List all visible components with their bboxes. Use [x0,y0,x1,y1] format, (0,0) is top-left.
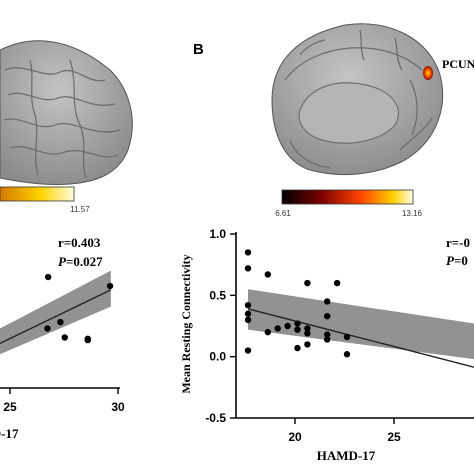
chart-b-point [294,320,301,327]
chart-b-x-tick-label: 20 [288,430,302,444]
colorbar-b-max: 13.16 [402,209,423,218]
chart-a-point [44,325,51,332]
colorbar-b [281,189,414,205]
chart-b-point [343,333,351,341]
brain-medial-view [271,23,444,176]
chart-b-point [324,298,331,305]
chart-b-ci-band [248,289,474,360]
chart-a-ci-band [0,270,111,355]
chart-b-point [244,301,252,309]
chart-b-y-tick-label: 1.0 [209,227,226,241]
chart-b-point [264,271,271,278]
roi-label: PCUN [442,57,474,71]
chart-b-x-label: HAMD-17 [317,448,376,463]
chart-b-point [264,328,271,336]
chart-b-y-tick-label: -0.5 [205,411,226,425]
chart-b-point [294,326,301,333]
chart-b-point [333,279,341,287]
chart-b-point [304,325,311,332]
panel-b-label: B [193,41,204,58]
brain-lateral-view [0,40,133,186]
chart-b-point [244,316,252,324]
chart-b-point [294,344,301,352]
chart-b-point [324,312,331,320]
chart-a-point [57,318,64,326]
chart-a-x-label: HAMD-17 [0,426,19,441]
chart-a: 25 30 r=0.403 P=0.027 HAMD-17 [0,235,125,441]
chart-a-x-tick-label: 25 [3,400,17,414]
chart-b-point [304,279,311,287]
chart-b-y-tick-label: 0.0 [209,350,226,364]
chart-b-p-label: P=0 [446,253,468,268]
chart-a-point [84,336,91,344]
chart-a-x-tick-label: 30 [111,400,125,414]
chart-a-p-label: P=0.027 [58,254,103,269]
chart-b-y-label: Mean Resting Connectivity [179,254,193,393]
chart-b-point [244,347,252,354]
chart-b-r-label: r=-0 [446,235,470,250]
chart-a-fit-line [0,289,112,344]
chart-b-point [343,351,351,358]
pcun-hotspot [423,66,433,80]
chart-b-point [304,330,311,337]
chart-b-point [244,310,252,317]
chart-b-point [244,249,252,256]
colorbar-a [0,186,75,202]
chart-b: 1.0 0.5 0.0 -0.5 20 25 Mean Resting Connecti… [179,227,474,463]
chart-a-point [61,334,68,341]
chart-b-point [244,265,252,272]
chart-b-point [284,322,291,330]
chart-b-point [324,331,331,338]
chart-a-r-label: r=0.403 [58,235,101,250]
chart-b-x-tick-label: 25 [387,430,401,444]
chart-b-y-tick-label: 0.5 [209,288,226,302]
chart-b-point [274,325,281,332]
chart-b-fit-line [247,308,474,368]
chart-a-point [44,273,52,281]
colorbar-a-max: 11.57 [70,205,90,214]
colorbar-b-min: 6.61 [275,209,291,218]
chart-a-point [106,282,114,290]
chart-b-point [304,341,311,348]
chart-b-point [324,336,331,343]
